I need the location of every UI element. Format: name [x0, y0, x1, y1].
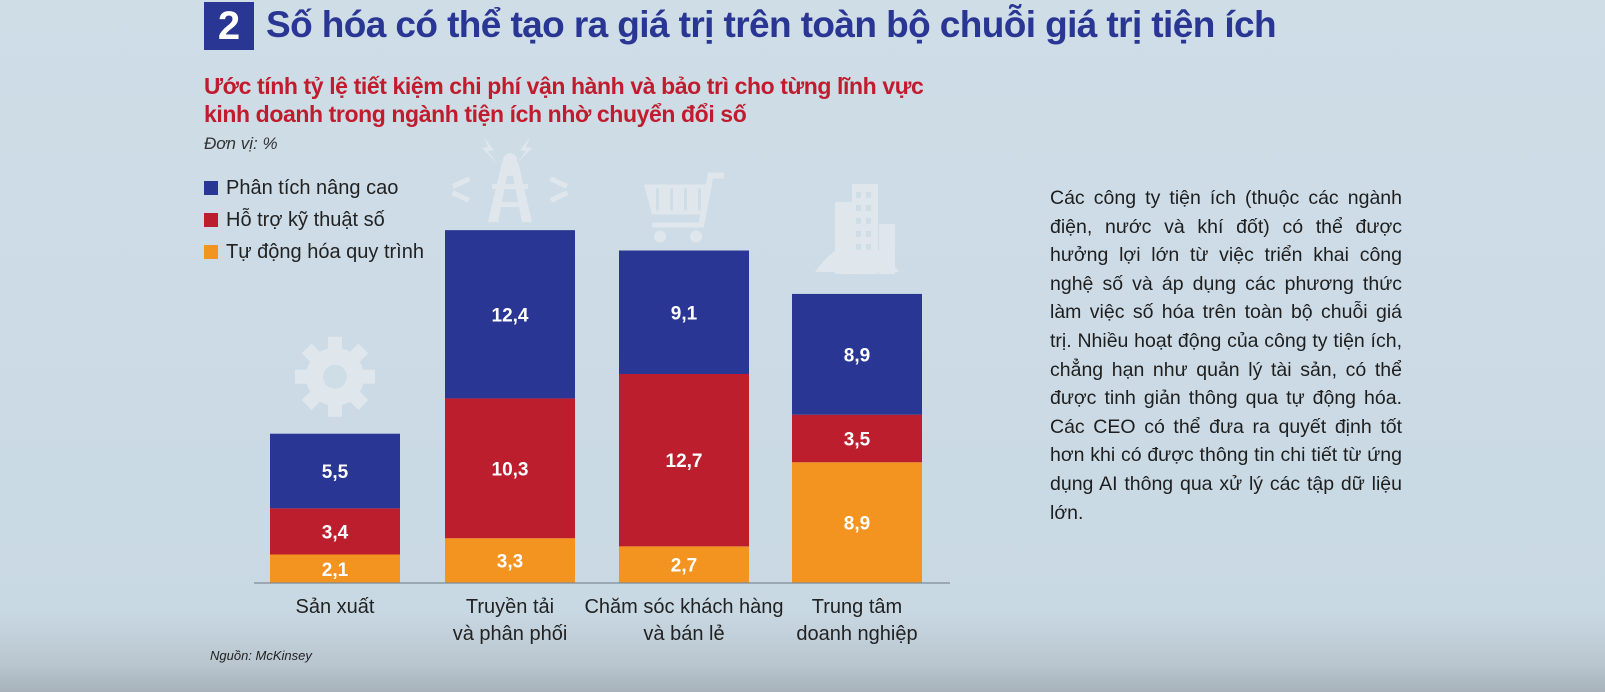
bar-advanced-analytics [792, 293, 922, 415]
legend-item-process-automation: Tự động hóa quy trình [204, 236, 424, 268]
chart-title: Ước tính tỷ lệ tiết kiệm chi phí vận hàn… [204, 72, 924, 128]
x-tick-label-line: và bán lẻ [643, 623, 725, 645]
bar-advanced-analytics [270, 433, 400, 509]
bar-advanced-analytics [445, 230, 575, 399]
source-note: Nguồn: McKinsey [210, 648, 312, 663]
chart-title-line-1: Ước tính tỷ lệ tiết kiệm chi phí vận hàn… [204, 73, 924, 99]
x-tick-label: Chăm sóc khách hàng và bán lẻ [579, 594, 789, 648]
value-label: 3,3 [497, 552, 523, 573]
value-label: 5,5 [322, 462, 349, 483]
x-tick-label: Sản xuất [230, 594, 440, 621]
chart-title-line-2: kinh doanh trong ngành tiện ích nhờ chuy… [204, 101, 747, 127]
legend-swatch-advanced-analytics [204, 181, 218, 195]
x-tick-label-line: và phân phối [452, 623, 568, 645]
legend-label: Tự động hóa quy trình [226, 240, 424, 263]
bar-digital-support [619, 374, 749, 547]
bar-process-automation [270, 554, 400, 583]
bar-segments [270, 230, 922, 583]
legend-item-digital-support: Hỗ trợ kỹ thuật số [204, 204, 424, 236]
description-text: Các công ty tiện ích (thuộc các ngành đi… [1050, 187, 1402, 524]
section-number-badge: 2 [204, 2, 254, 50]
legend-swatch-digital-support [204, 213, 218, 227]
gear-icon [295, 336, 375, 417]
value-label: 2,1 [322, 560, 349, 581]
chart-legend: Phân tích nâng cao Hỗ trợ kỹ thuật số Tự… [204, 172, 424, 268]
x-tick-label-line: Chăm sóc khách hàng [584, 596, 784, 618]
x-tick-label-line: doanh nghiệp [796, 623, 918, 645]
x-tick-label-line: Sản xuất [295, 596, 375, 618]
legend-swatch-process-automation [204, 245, 218, 259]
value-label: 8,9 [844, 345, 870, 366]
bar-process-automation [619, 546, 749, 583]
x-tick-label: Truyền tải và phân phối [405, 594, 615, 648]
bar-digital-support [792, 414, 922, 463]
legend-item-advanced-analytics: Phân tích nâng cao [204, 172, 424, 204]
value-label: 12,4 [492, 305, 529, 326]
value-label: 10,3 [492, 459, 529, 480]
x-tick-label-line: Truyền tải [465, 596, 555, 618]
shopping-cart-icon [644, 172, 724, 243]
legend-label: Hỗ trợ kỹ thuật số [226, 208, 385, 231]
value-label: 3,5 [844, 429, 871, 450]
bar-process-automation [445, 538, 575, 583]
bar-advanced-analytics [619, 250, 749, 374]
value-label: 8,9 [844, 514, 870, 535]
value-label: 2,7 [671, 556, 697, 577]
bar-digital-support [445, 398, 575, 539]
unit-label: Đơn vị: % [204, 134, 278, 153]
office-building-icon [815, 183, 899, 274]
x-tick-label: Trung tâm doanh nghiệp [752, 594, 962, 648]
value-label: 3,4 [322, 522, 349, 543]
page-title: Số hóa có thể tạo ra giá trị trên toàn b… [266, 4, 1277, 45]
bar-process-automation [792, 462, 922, 583]
value-labels: 2,1 3,4 5,5 3,3 10,3 12,4 2,7 12,7 9,1 8,9 3,5 8,9 [322, 303, 871, 581]
category-icons [295, 137, 899, 417]
legend-label: Phân tích nâng cao [226, 176, 399, 199]
value-label: 9,1 [671, 303, 698, 324]
bar-digital-support [270, 508, 400, 555]
x-tick-label-line: Trung tâm [811, 596, 903, 618]
value-label: 12,7 [666, 451, 703, 472]
transmission-tower-icon [451, 137, 569, 223]
